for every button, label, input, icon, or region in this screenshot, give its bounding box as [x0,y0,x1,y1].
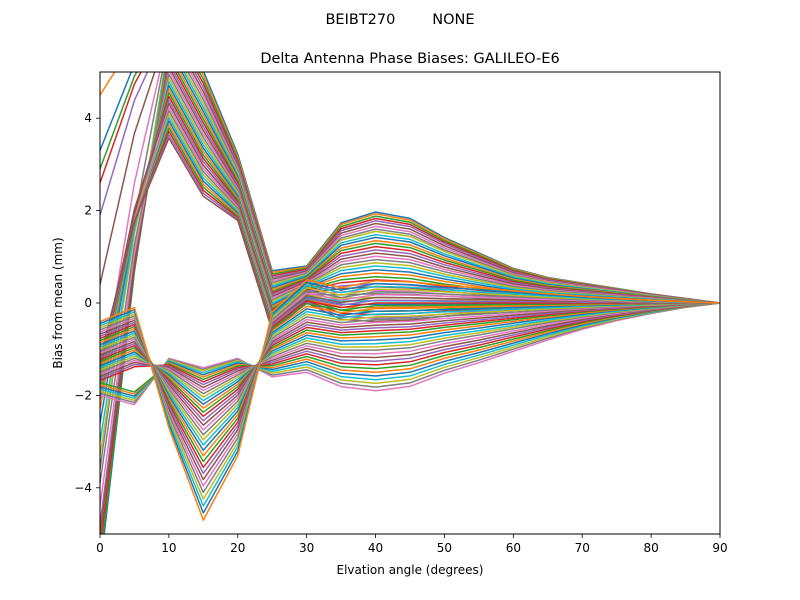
x-axis: 0 10 20 30 40 50 60 70 80 90 [96,534,728,555]
series-line [100,302,720,383]
y-tick-label: 4 [84,111,92,125]
y-tick-label: −4 [74,481,92,495]
x-tick-label: 0 [96,541,104,555]
x-tick-label: 10 [161,541,176,555]
series-line [100,302,720,402]
series-line [100,302,720,406]
y-axis-label: Bias from mean (mm) [51,237,65,368]
x-tick-label: 80 [643,541,658,555]
x-tick-label: 60 [506,541,521,555]
x-axis-label: Elvation angle (degrees) [337,563,484,577]
x-tick-label: 50 [437,541,452,555]
y-axis: −4 −2 0 2 4 [74,111,100,495]
series-line [100,109,720,401]
x-tick-label: 40 [368,541,383,555]
series-line [100,279,720,521]
series-layer [100,72,720,534]
x-tick-label: 30 [299,541,314,555]
series-line [100,92,720,396]
chart-title: Delta Antenna Phase Biases: GALILEO-E6 [260,51,559,67]
x-tick-label: 70 [575,541,590,555]
series-line [100,72,720,391]
series-line [100,302,720,395]
chart-suptitle: BEIBT270 NONE [325,12,474,28]
series-line [100,113,720,391]
x-tick-label: 90 [712,541,727,555]
x-tick-label: 20 [230,541,245,555]
y-tick-label: 0 [84,296,92,310]
series-line [100,302,720,392]
y-tick-label: −2 [74,388,92,402]
y-tick-label: 2 [84,204,92,218]
